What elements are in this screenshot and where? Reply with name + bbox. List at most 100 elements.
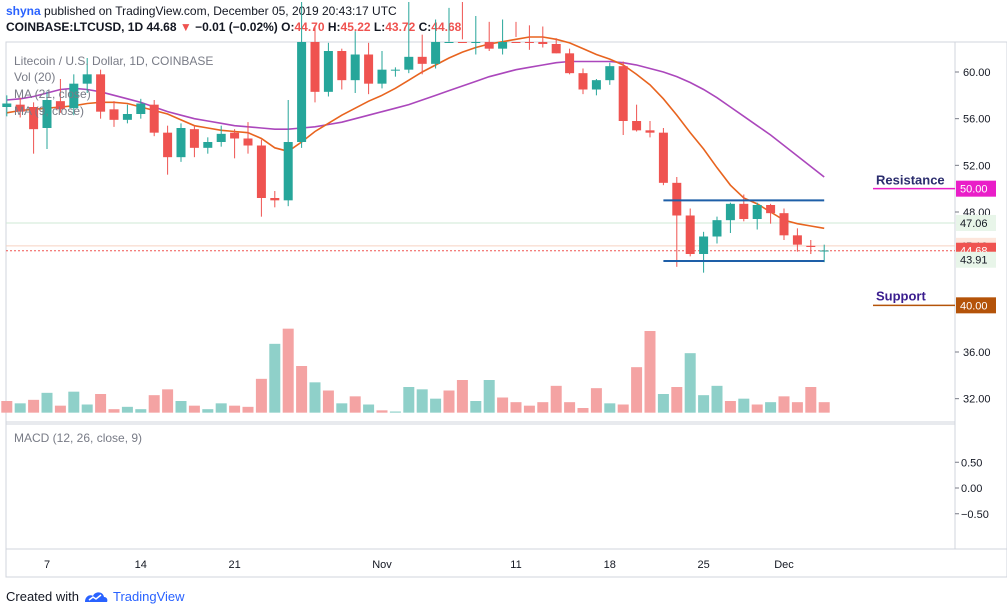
candle-body <box>551 44 561 54</box>
ma21-line <box>6 60 825 178</box>
macd-tick-label: −0.50 <box>961 509 989 521</box>
x-tick-label: 18 <box>604 559 616 571</box>
candle-body <box>364 54 374 84</box>
volume-bar <box>215 403 227 413</box>
high-value: 45.22 <box>340 20 371 34</box>
volume-bar <box>322 390 334 413</box>
candle-body <box>431 42 441 64</box>
y-tick-label: 56.00 <box>963 114 991 126</box>
volume-bar <box>255 378 267 413</box>
x-tick-label: 21 <box>228 559 240 571</box>
candle-body <box>390 69 400 71</box>
volume-bar <box>363 404 375 413</box>
support-price-label: 40.00 <box>960 300 988 312</box>
down-arrow-icon: ▼ <box>179 20 192 34</box>
close-value: 44.68 <box>431 20 462 34</box>
plot-frame <box>5 41 956 550</box>
candle-body <box>297 42 307 142</box>
candle-body <box>685 215 695 254</box>
candle-body <box>766 205 776 214</box>
ma21-legend[interactable]: MA (21, close) <box>14 87 91 101</box>
volume-bar <box>269 343 281 413</box>
volume-bar <box>778 396 790 413</box>
high-label: H: <box>327 20 341 34</box>
ma21-price-label: 43.91 <box>960 255 988 267</box>
candle-body <box>42 100 52 128</box>
volume-bar <box>617 404 629 413</box>
candle-body <box>136 103 146 114</box>
volume-bar <box>108 409 120 413</box>
volume-bar <box>389 411 401 413</box>
ma9-price-label-bg <box>956 214 996 231</box>
volume-bar <box>818 402 830 413</box>
x-tick-label: Nov <box>372 559 392 571</box>
volume-bar <box>564 402 576 413</box>
low-label: L: <box>373 20 386 34</box>
x-tick-label: 7 <box>44 559 50 571</box>
volume-bar <box>724 401 736 413</box>
volume-bar <box>577 408 589 413</box>
publish-text: published on TradingView.com, December 0… <box>44 4 397 18</box>
volume-bar <box>644 331 656 413</box>
candle-body <box>712 220 722 237</box>
ma9-legend[interactable]: MA (9, close) <box>14 104 85 118</box>
y-tick-label: 60.00 <box>963 67 991 79</box>
candle-body <box>498 42 508 49</box>
volume-bar <box>765 402 777 413</box>
candle-body <box>578 73 588 90</box>
low-value: 43.72 <box>385 20 416 34</box>
volume-bar <box>81 404 93 413</box>
candle-body <box>538 42 548 44</box>
resistance-price-label-bg <box>956 180 996 197</box>
volume-bar <box>456 380 468 413</box>
candle-body <box>270 198 280 201</box>
volume-bar <box>1 401 13 413</box>
volume-bar <box>604 403 616 413</box>
candle-body <box>149 104 159 133</box>
candle-body <box>471 42 481 43</box>
y-tick-label: 32.00 <box>963 394 991 406</box>
volume-bar <box>657 394 669 413</box>
macd-legend[interactable]: MACD (12, 26, close, 9) <box>14 431 143 445</box>
volume-bar <box>416 389 428 413</box>
volume-bar <box>751 404 763 413</box>
volume-bar <box>470 401 482 413</box>
support-price-label-bg <box>956 297 996 314</box>
candle-body <box>230 132 240 139</box>
x-tick-label: 25 <box>697 559 709 571</box>
candle-body <box>417 56 427 64</box>
publish-line: shyna published on TradingView.com, Dece… <box>6 4 397 18</box>
ma9-price-label: 47.06 <box>960 218 988 230</box>
resistance-label: Resistance <box>876 173 945 188</box>
volume-bar <box>550 385 562 413</box>
price-axis <box>954 41 1007 550</box>
candle-body <box>176 128 186 158</box>
volume-bar <box>738 398 750 413</box>
y-tick-label: 52.00 <box>963 160 991 172</box>
last-price: 44.68 <box>146 20 177 34</box>
candle-body <box>283 142 293 201</box>
candle-body <box>565 53 575 74</box>
candle-body <box>792 235 802 245</box>
created-with-text: Created with <box>6 589 79 604</box>
close-label: C: <box>418 20 432 34</box>
volume-bar <box>54 405 66 413</box>
candle-body <box>96 74 106 112</box>
candle-body <box>739 203 749 219</box>
author-name[interactable]: shyna <box>6 4 41 18</box>
candle-body <box>645 130 655 133</box>
candle-body <box>819 250 829 252</box>
volume-bar <box>497 397 509 413</box>
vol-legend[interactable]: Vol (20) <box>14 70 56 84</box>
candle-body <box>725 203 735 221</box>
x-tick-label: 14 <box>135 559 147 571</box>
time-axis <box>5 548 1007 578</box>
symbol-line: COINBASE:LTCUSD, 1D 44.68 ▼ −0.01 (−0.02… <box>6 20 461 34</box>
volume-bar <box>202 409 214 413</box>
tradingview-brand[interactable]: TradingView <box>112 589 185 604</box>
volume-bar <box>242 406 254 413</box>
candle-body <box>256 145 266 198</box>
volume-bar <box>631 367 643 413</box>
volume-bar <box>376 410 388 413</box>
